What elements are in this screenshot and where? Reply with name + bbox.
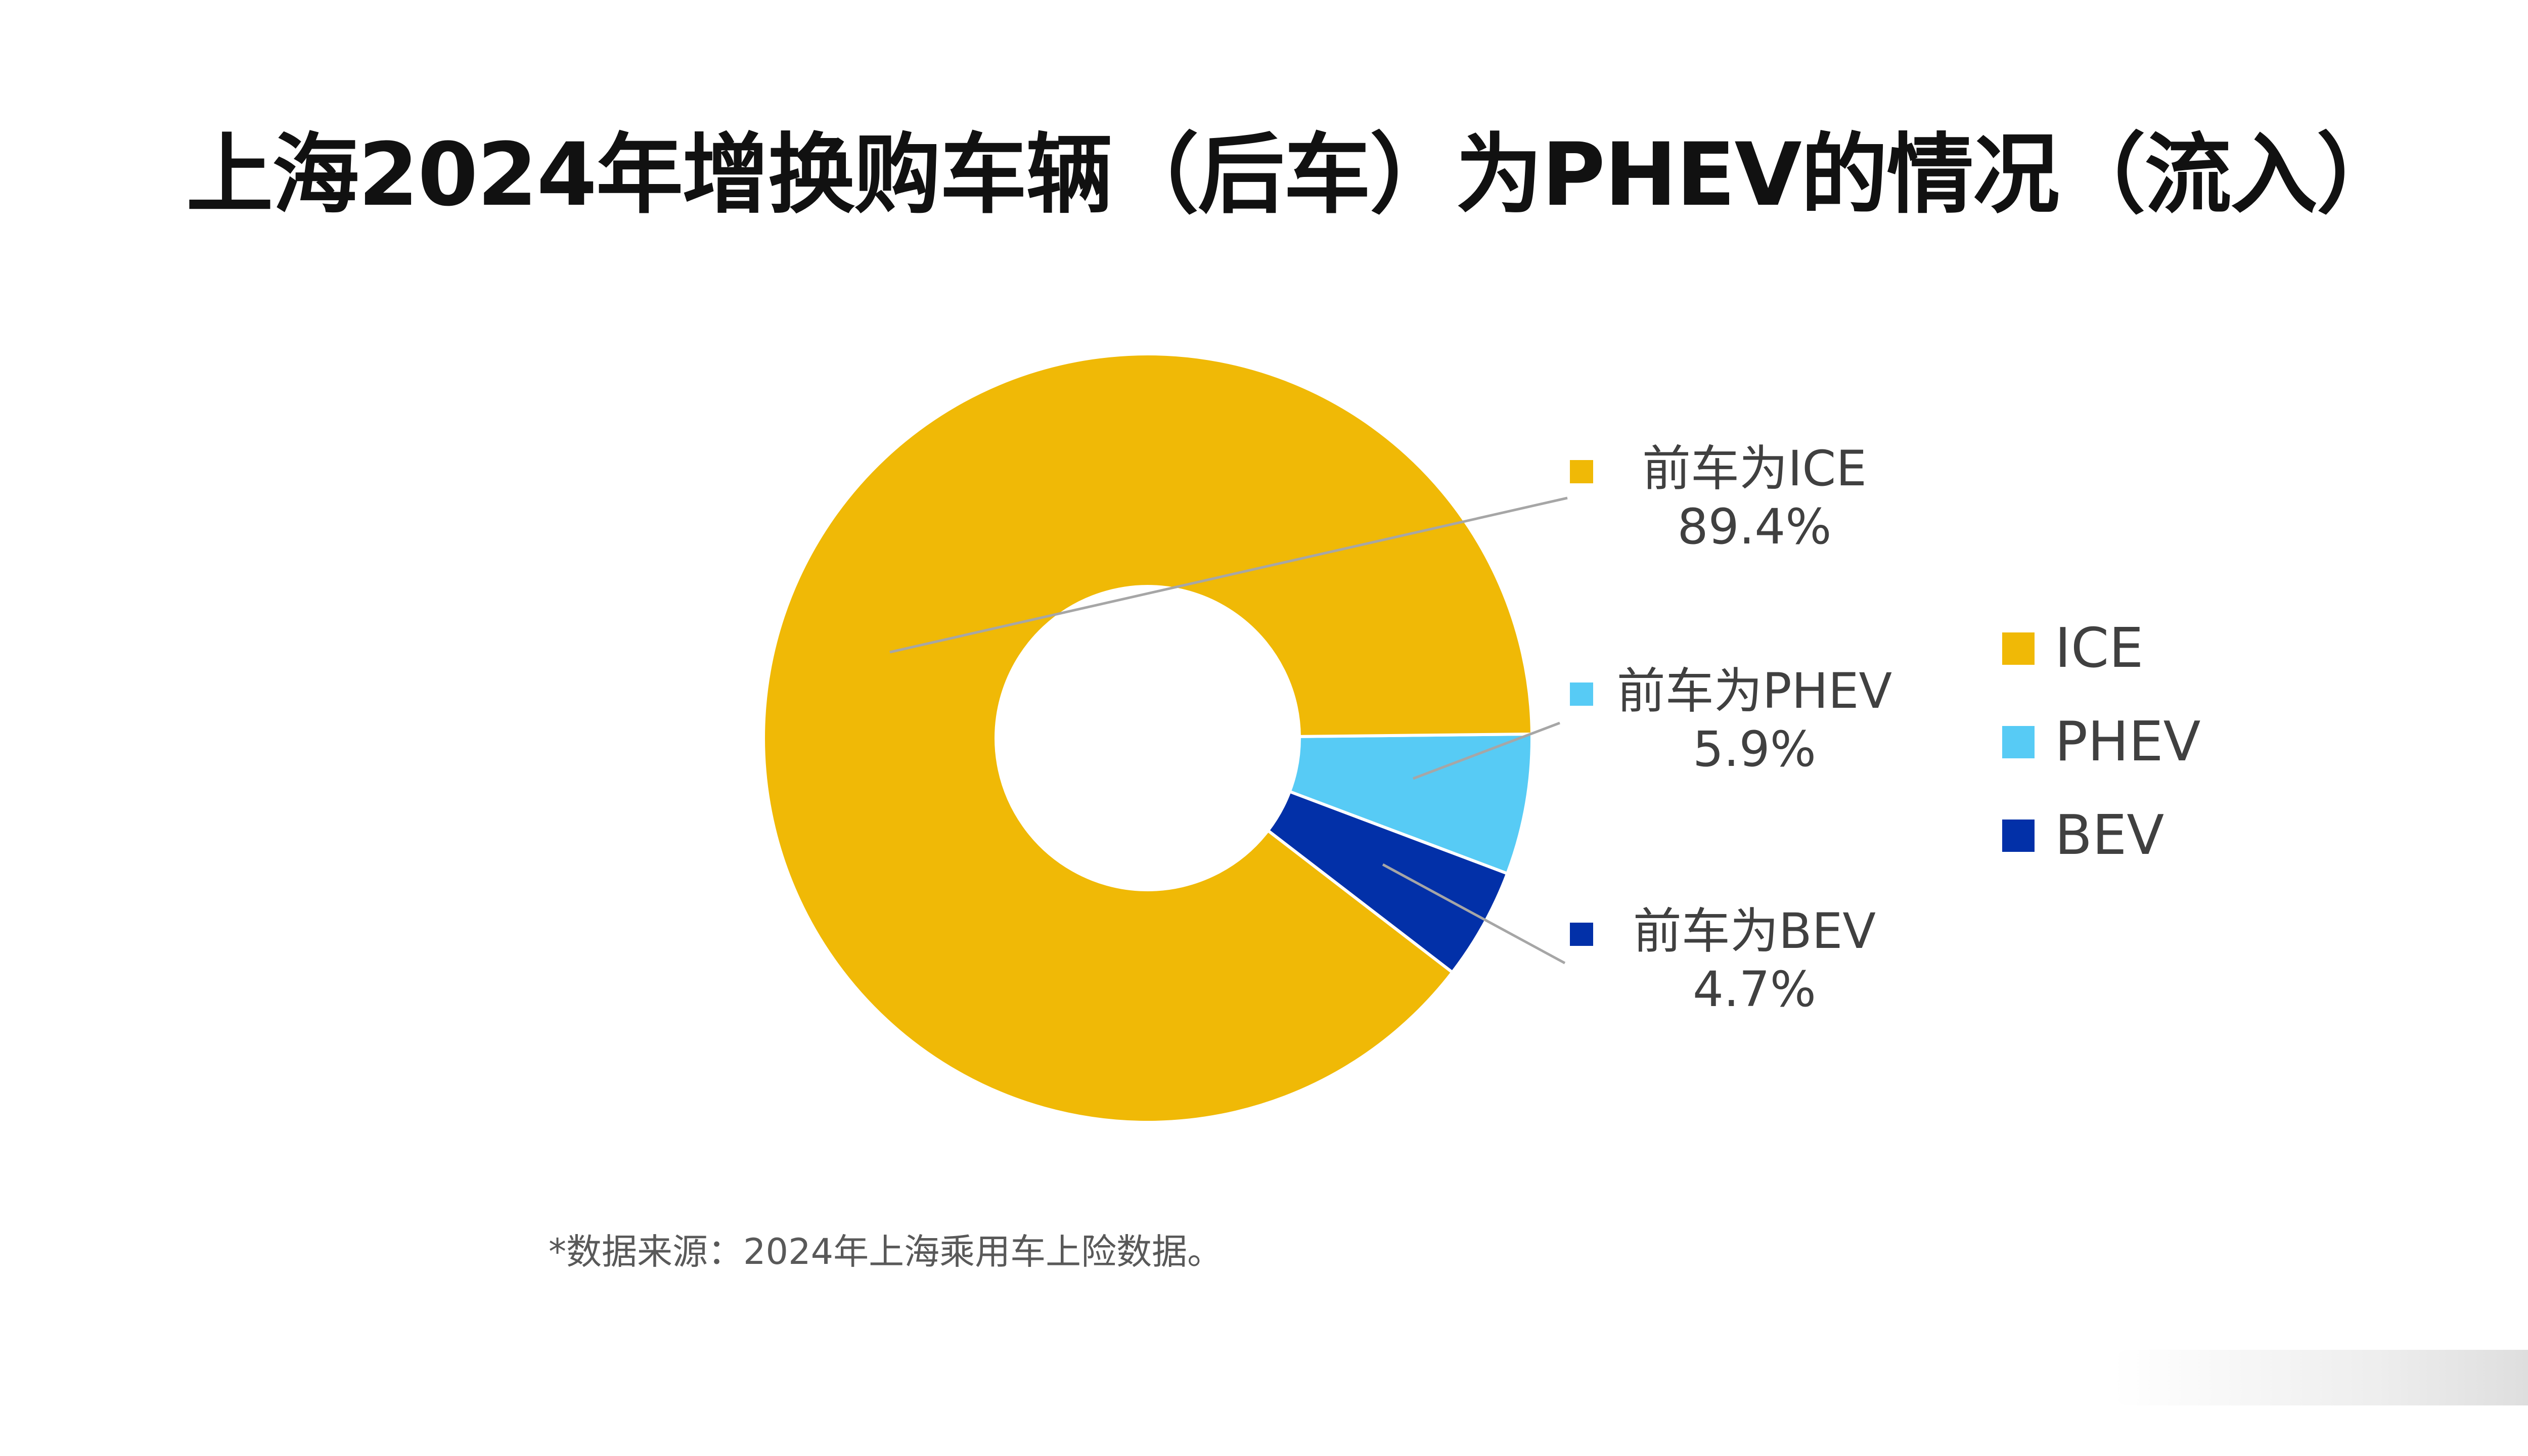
legend-item-phev: PHEV <box>2002 695 2200 789</box>
legend-item-bev: BEV <box>2002 789 2200 882</box>
legend-swatch-ice <box>2002 632 2035 665</box>
leader-line-phev <box>1413 721 1560 780</box>
chart-title: 上海2024年增换购车辆（后车）为PHEV的情况（流入） <box>186 124 2403 225</box>
legend-swatch-bev <box>2002 819 2035 852</box>
legend-swatch-phev <box>2002 725 2035 758</box>
callout-marker-phev <box>1570 682 1593 706</box>
callout-marker-ice <box>1570 460 1593 483</box>
legend-label-ice: ICE <box>2055 617 2144 680</box>
legend-item-ice: ICE <box>2002 602 2200 695</box>
callout-label-phev: 前车为PHEV <box>1617 663 1892 719</box>
data-label-phev: 5.9% <box>1693 721 1816 778</box>
watermark <box>2113 1350 2528 1405</box>
data-label-ice: 89.4% <box>1678 498 1832 555</box>
leader-line-bev <box>1382 863 1566 965</box>
callout-label-bev: 前车为BEV <box>1633 903 1876 960</box>
callout-marker-bev <box>1570 923 1593 946</box>
chart-legend: ICE PHEV BEV <box>2002 602 2200 882</box>
data-source-note: *数据来源：2024年上海乘用车上险数据。 <box>549 1231 1223 1272</box>
donut-slice-phev <box>1287 733 1533 876</box>
leader-line-ice <box>889 496 1568 654</box>
donut-slice-ice <box>762 352 1533 1124</box>
legend-label-bev: BEV <box>2055 804 2164 867</box>
legend-label-phev: PHEV <box>2055 710 2201 774</box>
data-label-bev: 4.7% <box>1693 961 1816 1018</box>
callout-label-ice: 前车为ICE <box>1642 440 1867 497</box>
